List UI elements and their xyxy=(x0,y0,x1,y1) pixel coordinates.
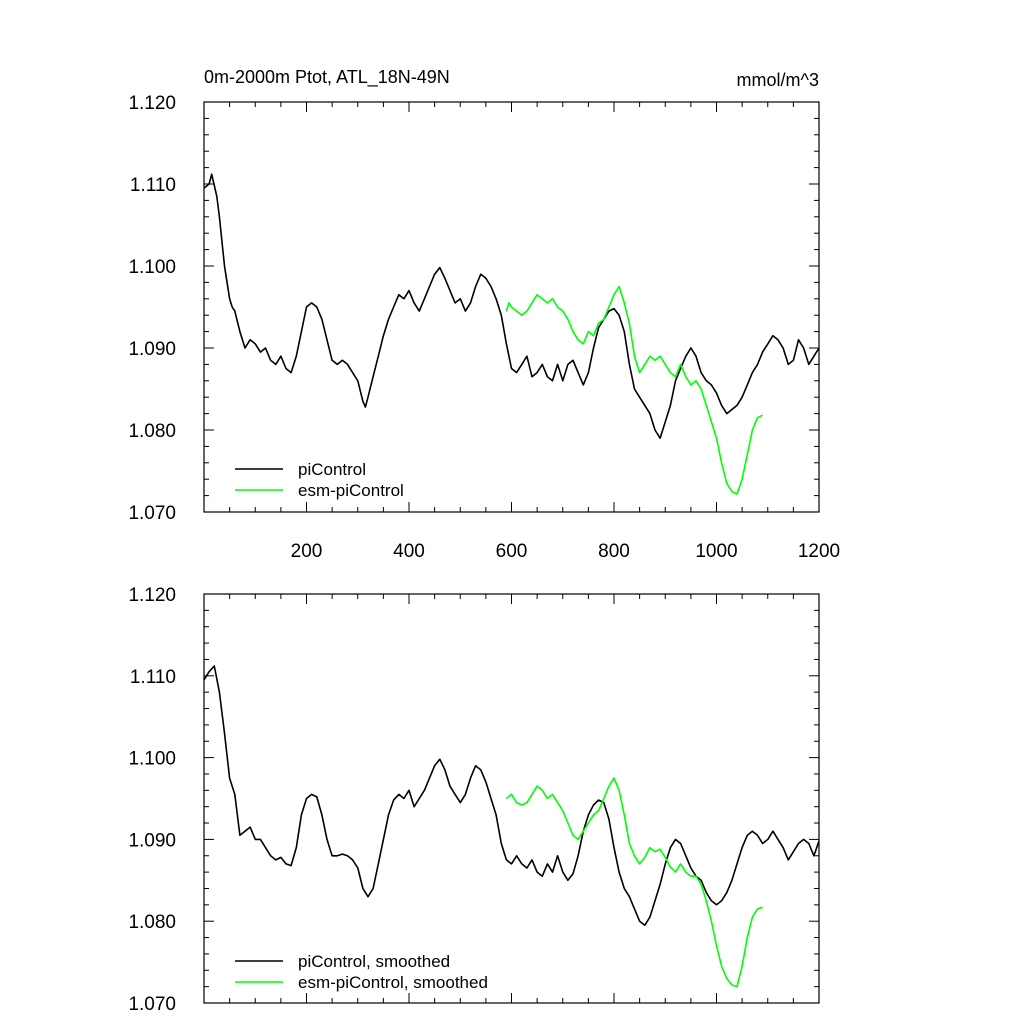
y-tick-label: 1.110 xyxy=(130,667,176,688)
x-tick-label: 200 xyxy=(291,541,323,562)
x-tick-label: 1000 xyxy=(695,541,737,562)
legend-label-esm-picontrol-smoothed: esm-piControl, smoothed xyxy=(298,973,488,992)
units-label: mmol/m^3 xyxy=(737,70,819,90)
series-line-esm-picontrol xyxy=(505,285,763,495)
series-line-picontrol xyxy=(203,173,820,440)
y-tick-label: 1.080 xyxy=(128,421,176,442)
x-tick-label: 1200 xyxy=(798,541,840,562)
legend-label-esm-picontrol: esm-piControl xyxy=(298,481,404,500)
bottom-legend: piControl, smoothed esm-piControl, smoot… xyxy=(235,952,488,992)
y-tick-label: 1.070 xyxy=(128,503,176,524)
y-tick-label: 1.090 xyxy=(128,830,176,851)
y-tick-label: 1.110 xyxy=(130,175,176,196)
y-tick-label: 1.100 xyxy=(128,749,176,770)
top-series-group xyxy=(203,173,820,495)
y-tick-label: 1.090 xyxy=(128,339,176,360)
legend-label-picontrol: piControl xyxy=(298,460,366,479)
panel-bottom: 1.070 1.080 1.090 1.100 1.110 1.120 piControl… xyxy=(128,585,820,1015)
top-legend: piControl esm-piControl xyxy=(235,460,404,500)
bottom-series-group xyxy=(203,665,820,988)
x-tick-label: 800 xyxy=(598,541,630,562)
series-line-picontrol-smoothed xyxy=(203,665,820,927)
panel-top: 0m-2000m Ptot, ATL_18N-49N mmol/m^3 200 4… xyxy=(128,67,840,562)
x-tick-label: 400 xyxy=(393,541,425,562)
y-tick-label: 1.070 xyxy=(128,994,176,1015)
top-axes: 200 400 600 800 1000 1200 1.070 1.080 1.090 1.100… xyxy=(128,93,840,562)
plot-frame xyxy=(203,593,820,1004)
y-tick-label: 1.100 xyxy=(128,257,176,278)
bottom-axes: 1.070 1.080 1.090 1.100 1.110 1.120 xyxy=(128,585,820,1015)
y-tick-label: 1.120 xyxy=(128,93,176,114)
chart-title: 0m-2000m Ptot, ATL_18N-49N xyxy=(204,67,450,88)
x-tick-label: 600 xyxy=(496,541,528,562)
y-tick-label: 1.080 xyxy=(128,912,176,933)
series-line-esm-picontrol-smoothed xyxy=(505,777,763,988)
y-tick-label: 1.120 xyxy=(128,585,176,606)
legend-label-picontrol-smoothed: piControl, smoothed xyxy=(298,952,450,971)
